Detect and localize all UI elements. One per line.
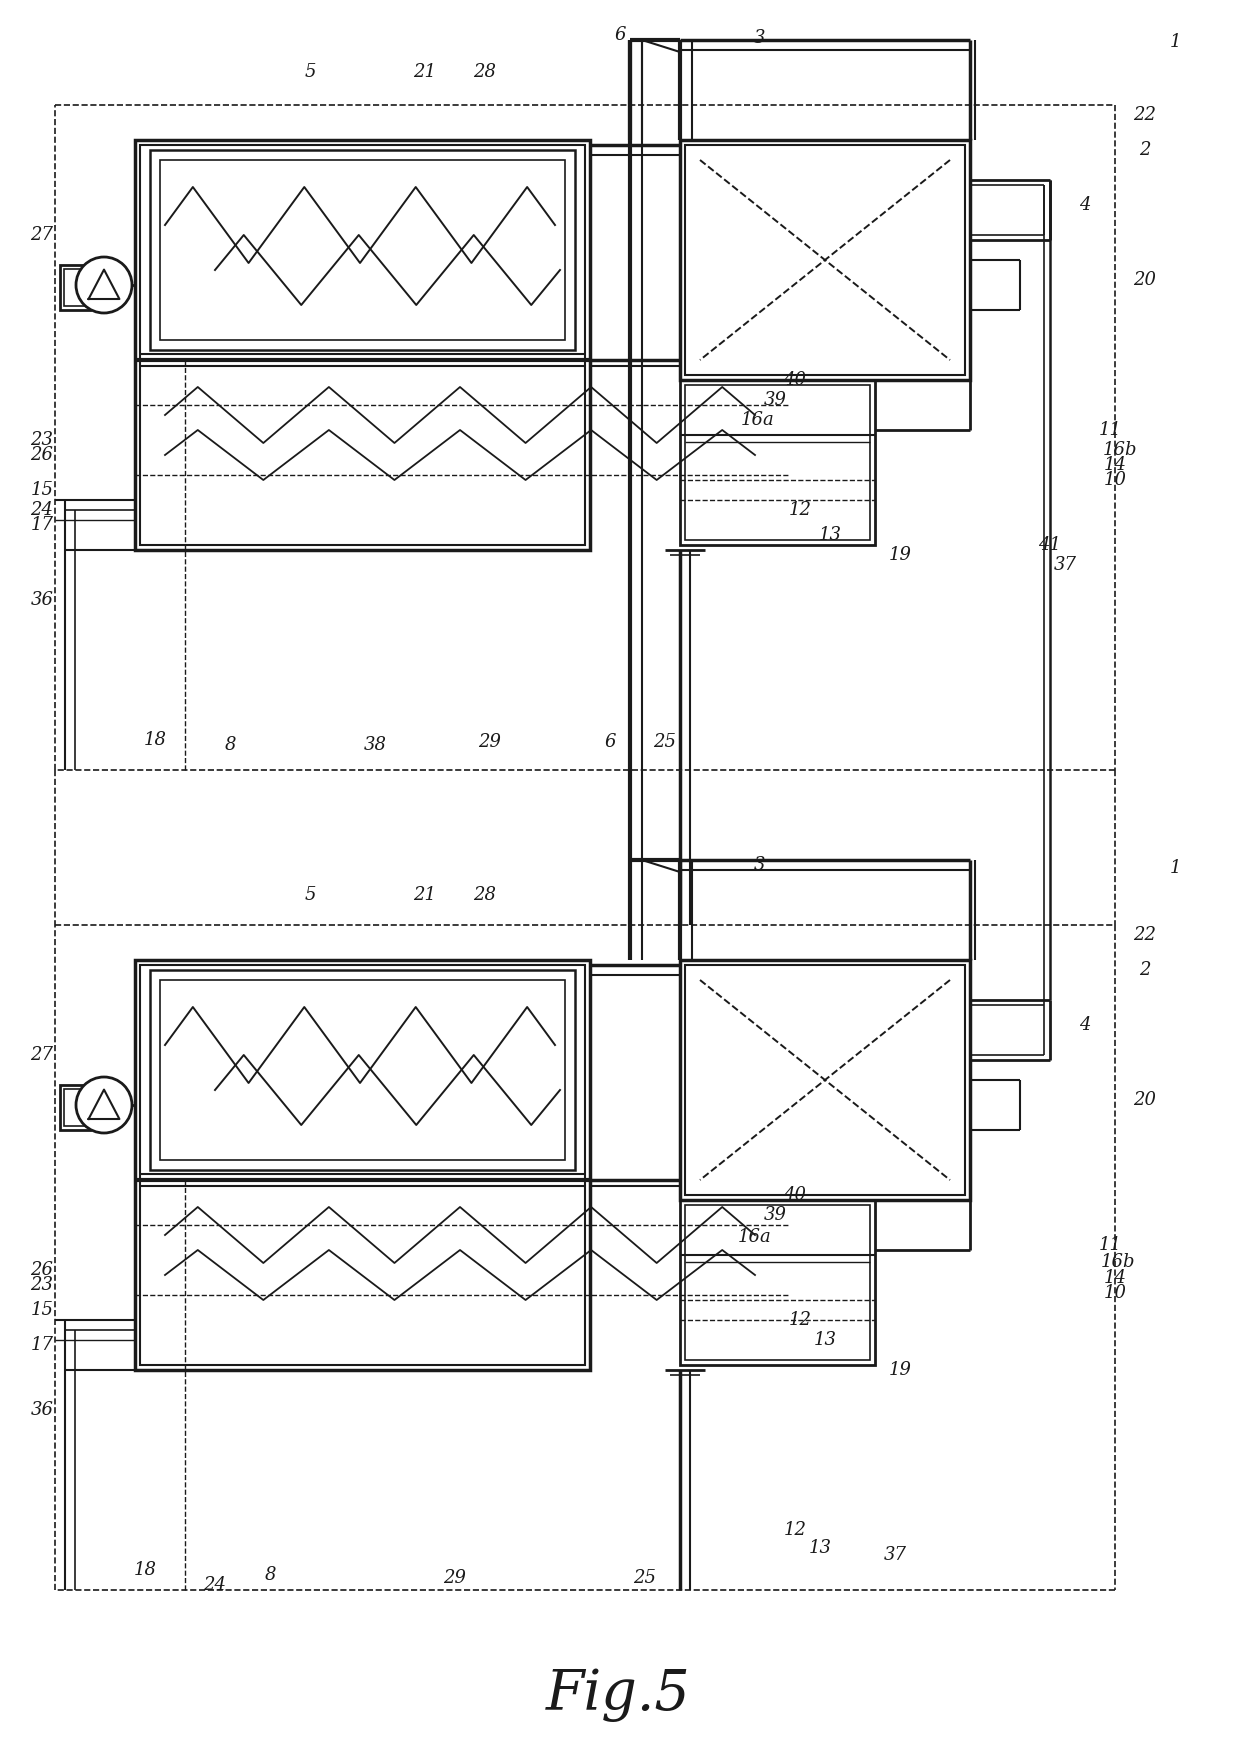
Text: 14: 14 xyxy=(1104,456,1126,473)
Text: 18: 18 xyxy=(144,730,166,750)
Text: 23: 23 xyxy=(31,1276,53,1294)
Bar xyxy=(680,959,970,1200)
Bar xyxy=(135,141,590,549)
Text: 5: 5 xyxy=(304,885,316,905)
Bar xyxy=(680,1200,875,1366)
Text: 15: 15 xyxy=(31,1301,53,1318)
Text: 8: 8 xyxy=(264,1566,275,1584)
Text: 37: 37 xyxy=(883,1545,906,1565)
Text: 15: 15 xyxy=(31,480,53,500)
Text: 2: 2 xyxy=(1140,961,1151,979)
Text: 22: 22 xyxy=(1133,106,1157,123)
Bar xyxy=(140,144,585,546)
Text: 40: 40 xyxy=(784,371,806,389)
Text: 11: 11 xyxy=(1099,1236,1121,1253)
Text: 26: 26 xyxy=(31,1260,53,1280)
Text: 38: 38 xyxy=(363,736,387,753)
Text: 12: 12 xyxy=(784,1521,806,1538)
Text: 41: 41 xyxy=(1039,537,1061,554)
Text: 37: 37 xyxy=(1054,556,1076,574)
Text: 6: 6 xyxy=(614,26,626,44)
Bar xyxy=(60,266,91,310)
Text: 27: 27 xyxy=(31,1045,53,1065)
Bar xyxy=(150,150,575,350)
Text: 26: 26 xyxy=(31,445,53,465)
Bar xyxy=(135,959,590,1369)
Text: 24: 24 xyxy=(31,502,53,519)
Bar xyxy=(680,141,970,380)
Bar xyxy=(60,1084,91,1130)
Text: 5: 5 xyxy=(304,63,316,81)
Bar xyxy=(684,964,965,1195)
Text: 28: 28 xyxy=(474,63,496,81)
Text: 13: 13 xyxy=(808,1538,832,1558)
Text: 4: 4 xyxy=(1079,195,1091,215)
Text: 1: 1 xyxy=(1169,33,1180,51)
Bar xyxy=(684,385,870,540)
Text: 39: 39 xyxy=(764,391,786,408)
Text: 25: 25 xyxy=(634,1568,656,1588)
Text: 28: 28 xyxy=(474,885,496,905)
Text: 16b: 16b xyxy=(1102,442,1137,459)
Text: 4: 4 xyxy=(1079,1016,1091,1035)
Text: 17: 17 xyxy=(31,1336,53,1353)
Text: 29: 29 xyxy=(444,1568,466,1588)
Text: 21: 21 xyxy=(413,63,436,81)
Text: 40: 40 xyxy=(784,1186,806,1204)
Text: 29: 29 xyxy=(479,732,501,752)
Text: 16b: 16b xyxy=(1101,1253,1136,1271)
Bar xyxy=(160,980,565,1160)
Text: 3: 3 xyxy=(754,28,766,48)
Text: 39: 39 xyxy=(764,1206,786,1223)
Text: 1: 1 xyxy=(1169,859,1180,876)
Bar xyxy=(64,1089,86,1126)
Text: 23: 23 xyxy=(31,431,53,449)
Text: Fig.5: Fig.5 xyxy=(546,1668,691,1723)
Text: 12: 12 xyxy=(789,1311,811,1329)
Text: 36: 36 xyxy=(31,591,53,609)
Bar xyxy=(140,964,585,1366)
Text: 14: 14 xyxy=(1104,1269,1126,1287)
Text: 11: 11 xyxy=(1099,421,1121,438)
Bar xyxy=(684,1206,870,1360)
Text: 36: 36 xyxy=(31,1401,53,1419)
Bar xyxy=(150,970,575,1170)
Text: 12: 12 xyxy=(789,502,811,519)
Text: 20: 20 xyxy=(1133,271,1157,289)
Text: 13: 13 xyxy=(818,526,842,544)
Bar xyxy=(684,144,965,375)
Text: 25: 25 xyxy=(653,732,677,752)
Bar xyxy=(680,380,875,546)
Text: 16a: 16a xyxy=(742,412,775,429)
Text: 10: 10 xyxy=(1104,472,1126,489)
Text: 27: 27 xyxy=(31,225,53,245)
Text: 19: 19 xyxy=(889,1360,911,1380)
Circle shape xyxy=(76,257,131,313)
Text: 2: 2 xyxy=(1140,141,1151,158)
Text: 24: 24 xyxy=(203,1575,227,1595)
Text: 6: 6 xyxy=(604,732,616,752)
Text: 8: 8 xyxy=(224,736,236,753)
Text: 13: 13 xyxy=(813,1331,837,1348)
Circle shape xyxy=(76,1077,131,1133)
Text: 20: 20 xyxy=(1133,1091,1157,1109)
Text: 19: 19 xyxy=(889,546,911,563)
Text: 10: 10 xyxy=(1104,1285,1126,1302)
Text: 21: 21 xyxy=(413,885,436,905)
Bar xyxy=(160,160,565,340)
Text: 3: 3 xyxy=(754,855,766,875)
Text: 18: 18 xyxy=(134,1561,156,1579)
Text: 22: 22 xyxy=(1133,926,1157,943)
Bar xyxy=(64,269,86,306)
Text: 17: 17 xyxy=(31,516,53,533)
Text: 16a: 16a xyxy=(738,1228,771,1246)
